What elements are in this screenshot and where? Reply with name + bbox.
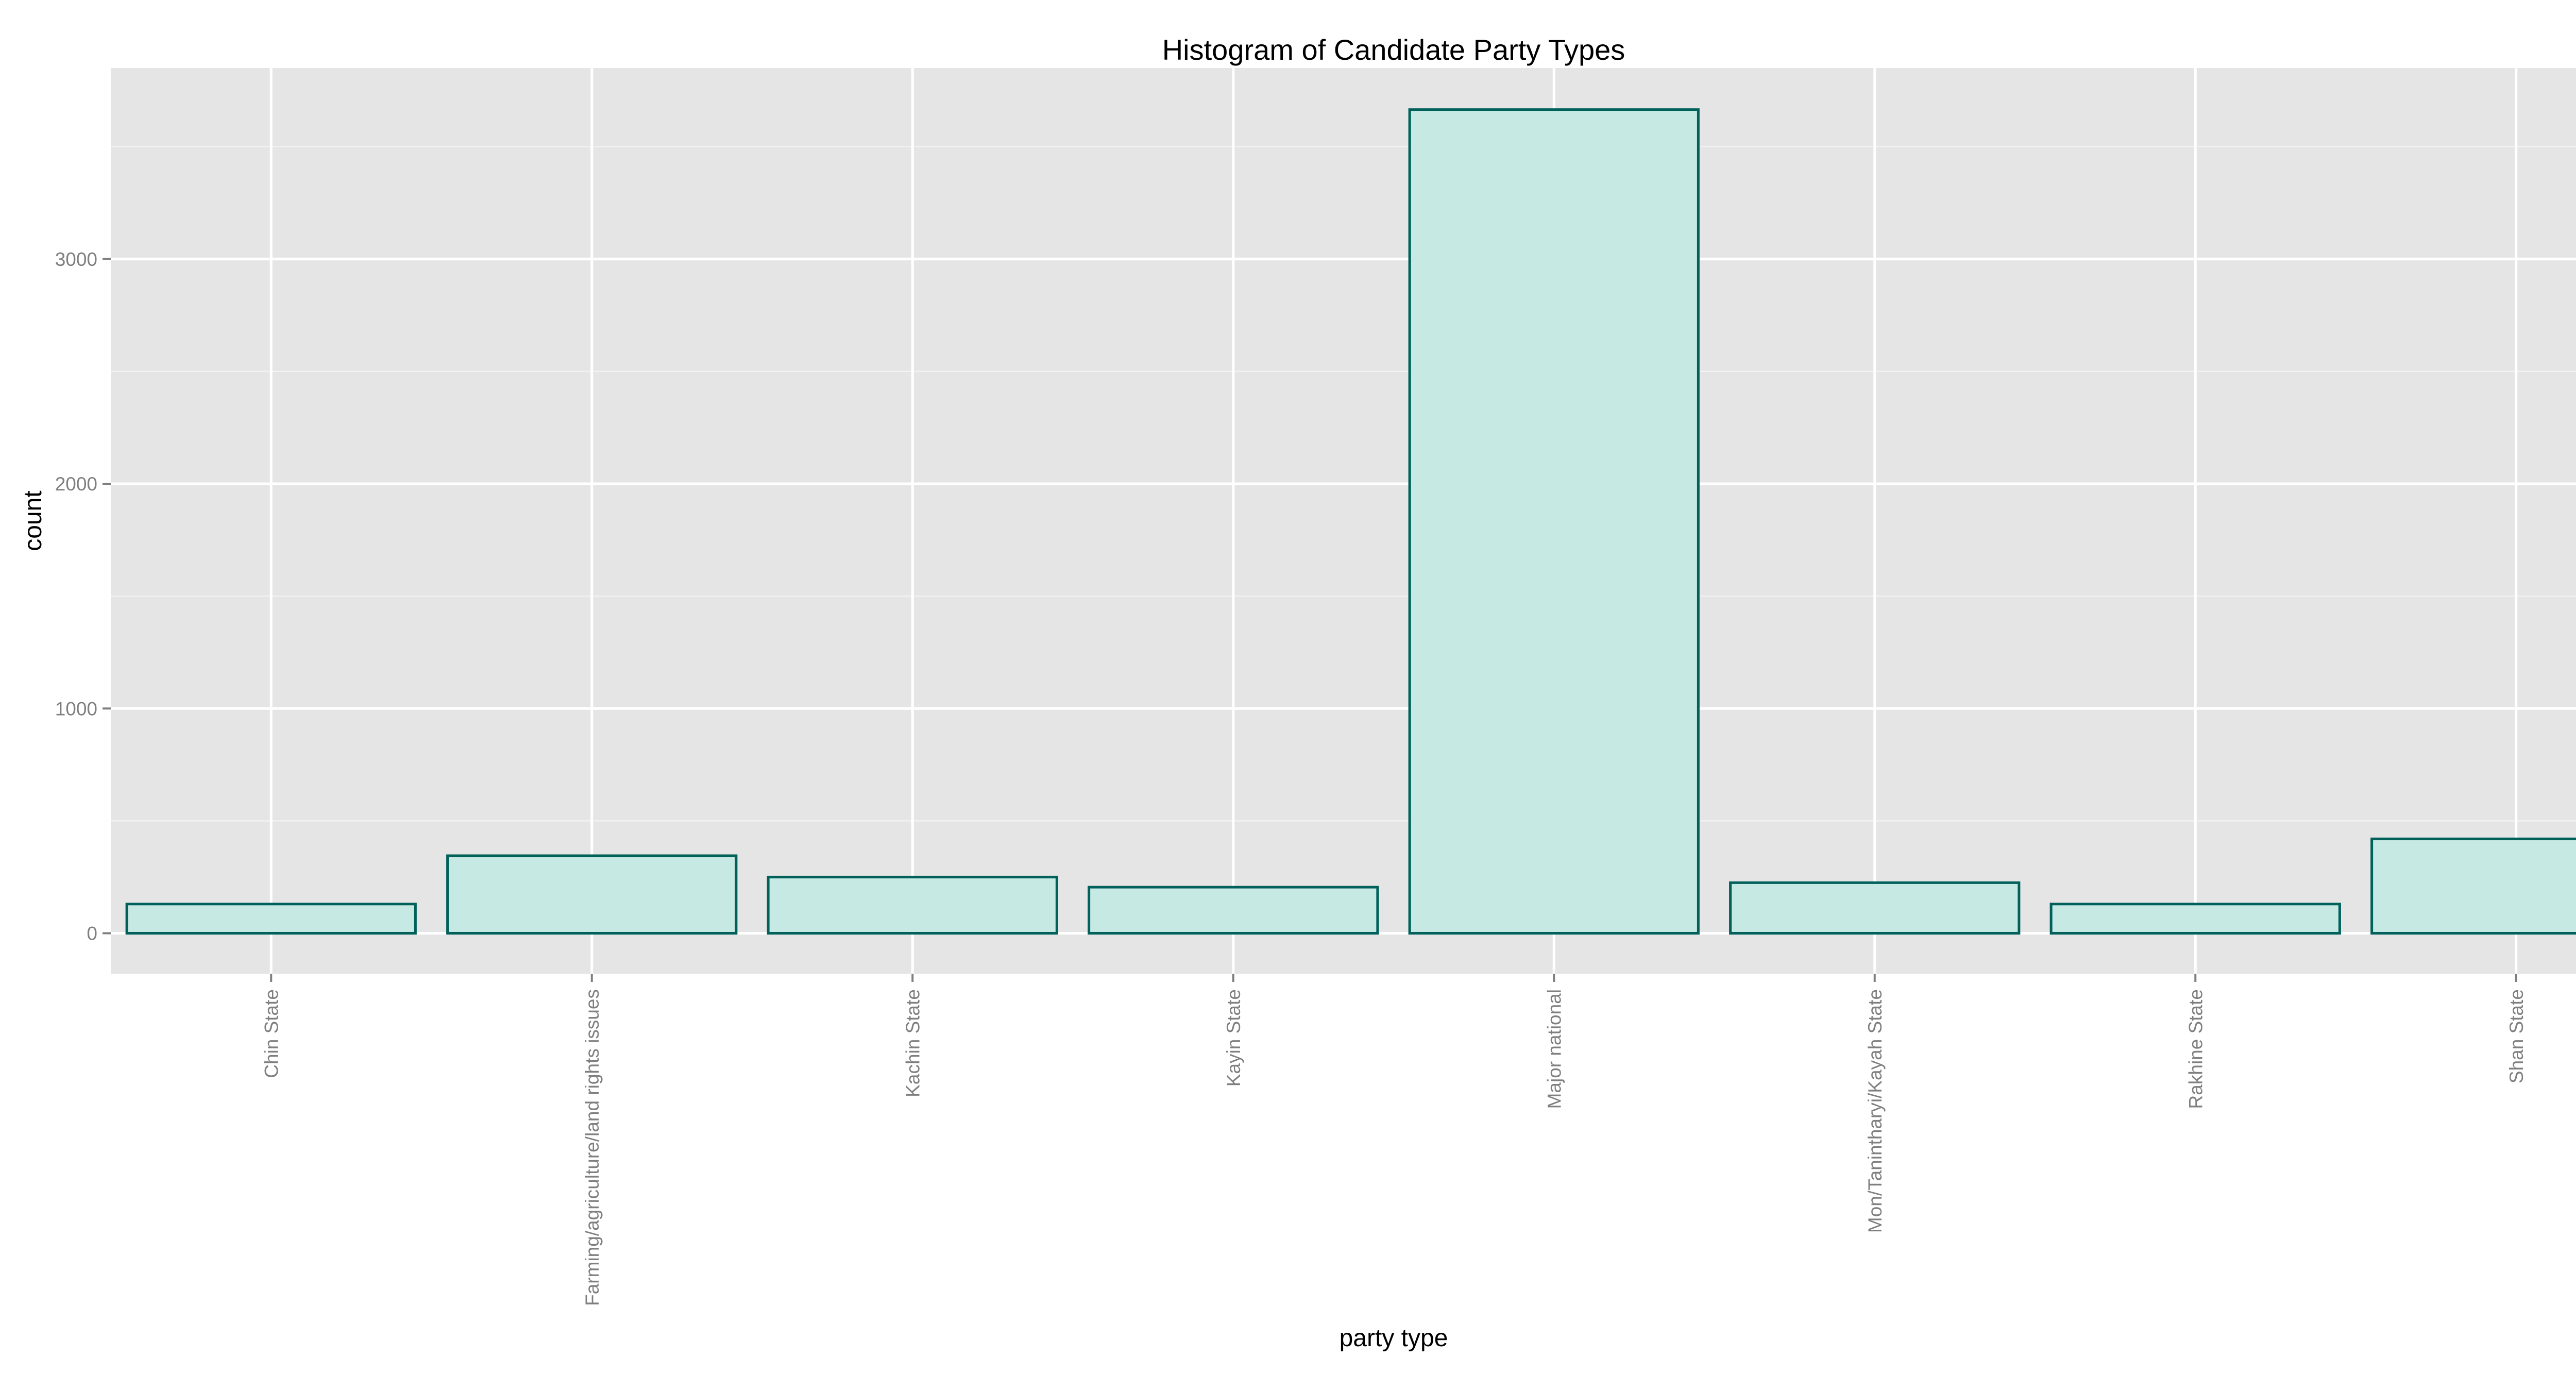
bar: [1729, 881, 2021, 935]
y-tick-label: 3000: [55, 249, 97, 270]
x-tick-label: Shan State: [2506, 989, 2527, 1083]
chart-title: Histogram of Candidate Party Types: [1162, 33, 1625, 66]
bar: [446, 854, 738, 935]
x-tick-label: Mon/Tanintharyi/Kayah State: [1865, 989, 1886, 1233]
bar: [2049, 903, 2341, 935]
x-tick-label: Major national: [1544, 989, 1565, 1109]
bar: [1408, 108, 1700, 935]
y-tick-label: 0: [87, 923, 97, 944]
x-tick-label: Kayin State: [1223, 989, 1244, 1087]
x-tick-label: Rakhine State: [2185, 989, 2206, 1109]
bar: [1088, 886, 1379, 935]
y-tick-label: 1000: [55, 698, 97, 719]
bars: [125, 108, 2576, 935]
x-tick-label: Kachin State: [902, 989, 923, 1097]
x-axis: Chin State Farming/agriculture/land right…: [261, 974, 2527, 1306]
x-tick-label: Chin State: [261, 989, 282, 1078]
x-axis-title: party type: [1340, 1325, 1448, 1352]
bar: [125, 903, 417, 935]
y-axis: 0 1000 2000 3000: [55, 249, 111, 944]
bar: [2370, 837, 2576, 935]
y-tick-label: 2000: [55, 473, 97, 495]
y-axis-title: count: [20, 490, 47, 551]
plot-panel: [111, 68, 2576, 974]
x-tick-label: Farming/agriculture/land rights issues: [582, 989, 603, 1306]
bar: [767, 875, 1058, 935]
